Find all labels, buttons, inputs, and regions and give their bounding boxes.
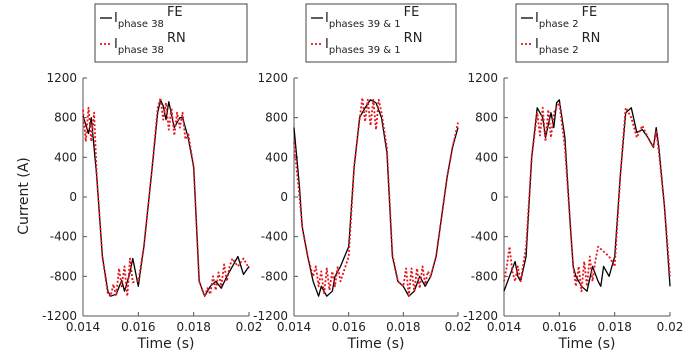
x-tick-label: 0.02 [445, 320, 472, 334]
x-tick-label: 0.018 [597, 320, 631, 334]
series-line-rn [503, 101, 671, 293]
legend-entry-label: Iphase 2RN [535, 31, 600, 56]
y-tick-label: 1200 [46, 71, 77, 85]
series-line-fe [293, 99, 459, 297]
series-line-fe [503, 99, 671, 292]
x-tick-label: 0.014 [277, 320, 311, 334]
y-tick-label: -800 [261, 269, 288, 283]
y-tick-label: 400 [54, 150, 77, 164]
x-tick-label: 0.014 [487, 320, 521, 334]
legend-entry-label: Iphase 38FE [114, 5, 183, 30]
chart-panel-1: -1200 -800 -400 0 400 800 1200 0.014 0.016 0.018 0… [42, 3, 263, 352]
x-tick-label: 0.016 [542, 320, 576, 334]
x-axis-label: Time (s) [347, 336, 405, 352]
x-tick-label: 0.018 [386, 320, 420, 334]
y-tick-label: 0 [490, 190, 498, 204]
y-tick-label: -400 [471, 230, 498, 244]
series-line-rn [82, 96, 250, 298]
series-line-rn [293, 96, 459, 298]
chart-panel-2: -1200 -800 -400 0 400 800 1200 0.014 0.016 0.018 0… [253, 3, 472, 352]
legend-entry-label: Iphases 39 & 1FE [325, 5, 419, 30]
y-tick-label: 800 [475, 111, 498, 125]
x-axis-label: Time (s) [558, 336, 616, 352]
x-tick-label: 0.016 [121, 320, 155, 334]
y-tick-label: 400 [265, 150, 288, 164]
legend-box [94, 3, 248, 63]
x-tick-label: 0.018 [176, 320, 210, 334]
y-tick-label: 0 [280, 190, 288, 204]
y-tick-label: -800 [471, 269, 498, 283]
legend-entry-label: Iphase 38RN [114, 31, 186, 56]
legend-box [515, 3, 669, 63]
chart-panel-3: -1200 -800 -400 0 400 800 1200 0.014 0.016 0.018 0… [463, 3, 684, 352]
y-tick-label: -1200 [253, 309, 288, 323]
y-tick-label: 400 [475, 150, 498, 164]
y-tick-label: 1200 [257, 71, 288, 85]
legend-entry-label: Iphases 39 & 1RN [325, 31, 422, 56]
y-tick-label: -1200 [463, 309, 498, 323]
x-tick-label: 0.02 [236, 320, 263, 334]
legend-box [305, 3, 457, 63]
panels: -1200 -800 -400 0 400 800 1200 0.014 0.016 0.018 0… [42, 3, 684, 352]
y-tick-label: 0 [69, 190, 77, 204]
y-tick-label: -400 [261, 230, 288, 244]
x-tick-label: 0.02 [657, 320, 684, 334]
x-axis-label: Time (s) [137, 336, 195, 352]
y-tick-label: -400 [50, 230, 77, 244]
y-axis-label: Current (A) [16, 157, 32, 235]
x-tick-label: 0.014 [66, 320, 100, 334]
y-tick-label: -1200 [42, 309, 77, 323]
y-tick-label: 800 [54, 111, 77, 125]
y-tick-label: 1200 [467, 71, 498, 85]
y-tick-label: 800 [265, 111, 288, 125]
y-tick-label: -800 [50, 269, 77, 283]
x-tick-label: 0.016 [331, 320, 365, 334]
series-line-fe [82, 99, 250, 297]
legend-entry-label: Iphase 2FE [535, 5, 597, 30]
